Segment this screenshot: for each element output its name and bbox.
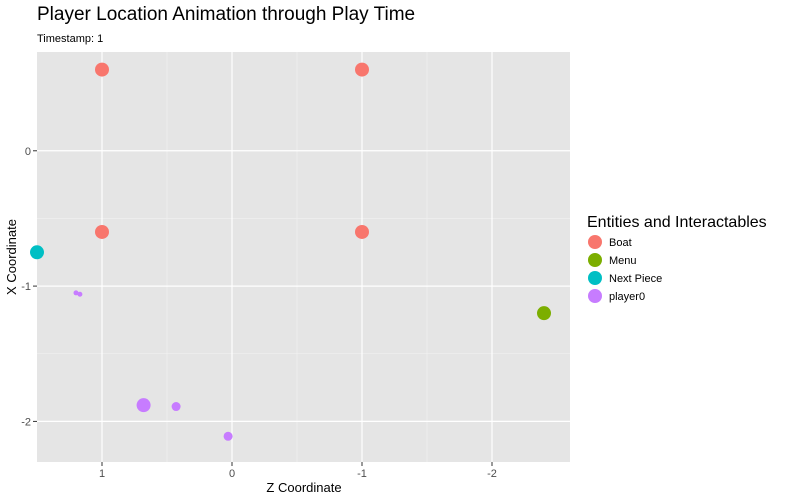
y-tick-label: -1	[21, 281, 31, 293]
point-menu	[537, 306, 551, 321]
legend-key-boat	[588, 235, 602, 249]
legend-label-menu: Menu	[609, 255, 637, 267]
x-axis-title: Z Coordinate	[266, 480, 341, 495]
chart-subtitle: Timestamp: 1	[37, 33, 103, 45]
axis-ticks: 1 0 -1 -2 0 -1 -2	[21, 146, 497, 480]
legend-label-player0: player0	[609, 291, 645, 303]
legend: Entities and Interactables Boat Menu Next …	[587, 214, 767, 303]
point-boat	[355, 224, 369, 239]
y-axis-title: X Coordinate	[4, 219, 19, 295]
legend-key-next-piece	[588, 271, 602, 285]
chart-title: Player Location Animation through Play T…	[37, 4, 415, 25]
grid-lines	[37, 52, 570, 462]
y-tick-label: -2	[21, 416, 31, 428]
data-points	[30, 62, 551, 441]
legend-key-menu	[588, 253, 602, 267]
point-boat	[95, 224, 109, 239]
point-player0	[136, 398, 151, 413]
point-next-piece	[30, 245, 44, 260]
legend-title: Entities and Interactables	[587, 214, 767, 231]
legend-label-boat: Boat	[609, 237, 632, 249]
y-tick-label: 0	[25, 146, 31, 158]
legend-label-next-piece: Next Piece	[609, 273, 662, 285]
plot-panel	[37, 52, 570, 462]
point-player0	[77, 291, 83, 297]
point-player0	[73, 290, 79, 296]
point-boat	[95, 62, 109, 77]
point-player0	[171, 402, 181, 412]
point-player0	[223, 431, 233, 441]
x-tick-label: -2	[487, 468, 497, 480]
x-tick-label: 0	[229, 468, 235, 480]
x-tick-label: 1	[99, 468, 105, 480]
legend-key-player0	[588, 289, 602, 303]
legend-items: Boat Menu Next Piece player0	[588, 235, 662, 303]
x-tick-label: -1	[357, 468, 367, 480]
point-boat	[355, 62, 369, 77]
